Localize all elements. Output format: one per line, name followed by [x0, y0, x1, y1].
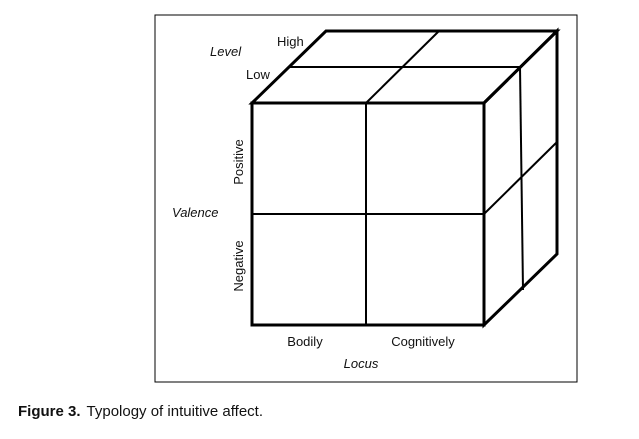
figure-caption-text: Typology of intuitive affect.: [86, 403, 264, 420]
locus-axis-title: Locus: [344, 356, 379, 371]
cube-right-face: [482, 27, 559, 329]
level-high-label: High: [277, 34, 304, 49]
right-depth-divider: [519, 66, 524, 291]
valence-negative-label: Negative: [231, 240, 246, 291]
valence-positive-label: Positive: [231, 139, 246, 185]
top-width-divider: [365, 30, 440, 104]
level-low-label: Low: [246, 67, 270, 82]
locus-cognitively-label: Cognitively: [391, 334, 455, 349]
level-axis-title: Level: [210, 44, 242, 59]
right-height-divider: [483, 141, 558, 215]
valence-axis-title: Valence: [172, 205, 219, 220]
figure-caption: Figure 3. Typology of intuitive affect.: [18, 403, 263, 420]
locus-bodily-label: Bodily: [287, 334, 323, 349]
figure-border: [154, 14, 578, 383]
figure-caption-label: Figure 3.: [18, 403, 81, 420]
